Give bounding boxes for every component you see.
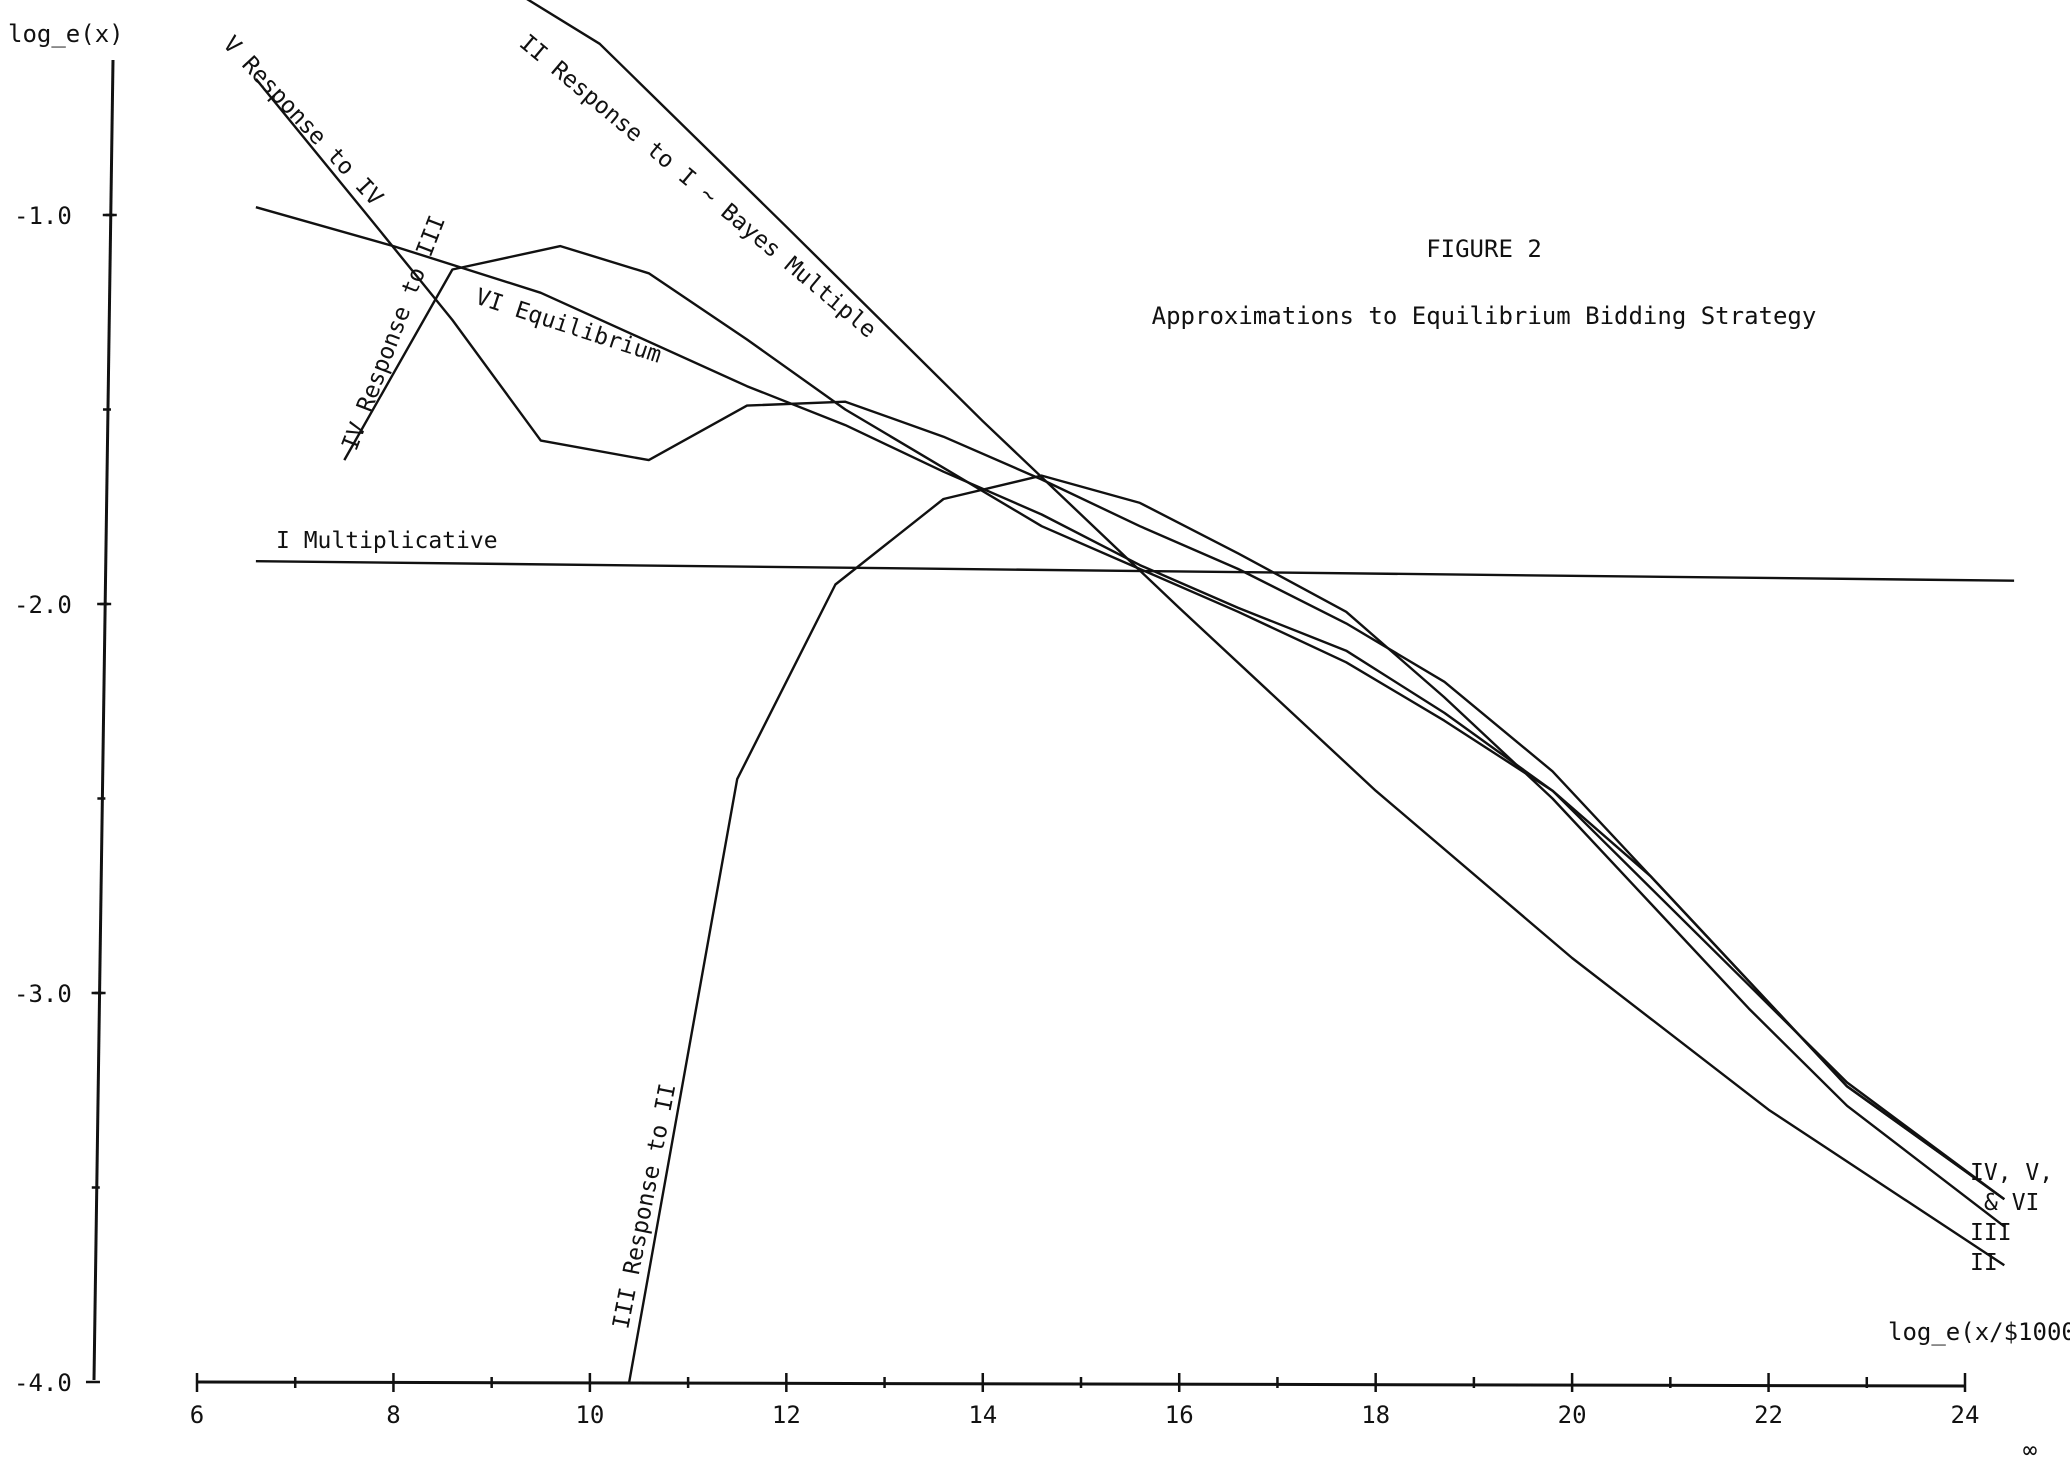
x-tick-label: 6 bbox=[190, 1401, 204, 1429]
y-tick-label: -4.0 bbox=[14, 1369, 72, 1397]
end-label-iv-v-vi: IV, V, bbox=[1970, 1160, 2053, 1186]
y-tick-label: -1.0 bbox=[14, 202, 72, 230]
series-line-3 bbox=[628, 474, 2006, 1383]
y-tick-label: -3.0 bbox=[14, 980, 72, 1008]
y-axis-ticks: -1.0 -2.0 -3.0 -4.0 bbox=[14, 202, 117, 1397]
y-axis-label: log_e(x) bbox=[8, 20, 124, 48]
y-axis-line bbox=[92, 59, 115, 1381]
series-line-2 bbox=[526, 0, 2005, 1267]
series-label-equilibrium: VI Equilibrium bbox=[472, 284, 664, 369]
x-tick-label: 20 bbox=[1558, 1401, 1587, 1429]
x-tick-label: 14 bbox=[968, 1401, 997, 1429]
x-axis-label: log_e(x/$1000) bbox=[1888, 1318, 2070, 1346]
series-line-1 bbox=[255, 560, 2015, 582]
x-tick-label: 8 bbox=[386, 1401, 400, 1429]
end-label-iii: III bbox=[1970, 1220, 2012, 1246]
x-tick-label: 16 bbox=[1165, 1401, 1194, 1429]
x-tick-label: 12 bbox=[772, 1401, 801, 1429]
series-line-6 bbox=[255, 206, 2005, 1201]
end-label-ii: II bbox=[1970, 1250, 1998, 1276]
series-line-5 bbox=[254, 78, 2005, 1201]
x-tick-label: 22 bbox=[1754, 1401, 1783, 1429]
series-label-response-to-iv: V Response to IV bbox=[218, 31, 388, 211]
chart-subtitle: Approximations to Equilibrium Bidding St… bbox=[1152, 302, 1817, 330]
x-axis-infinity-label: ∞ bbox=[2023, 1436, 2037, 1464]
series-lines bbox=[254, 0, 2015, 1383]
x-axis-ticks: 6 8 10 12 14 16 18 20 22 24 bbox=[190, 1373, 1980, 1429]
end-label-and-vi: & VI bbox=[1984, 1190, 2039, 1216]
series-line-4 bbox=[343, 244, 2006, 1201]
series-label-bayes-multiple: II Response to I ~ Bayes Multiple bbox=[514, 30, 881, 344]
y-tick-label: -2.0 bbox=[14, 591, 72, 619]
chart-title: FIGURE 2 bbox=[1426, 235, 1542, 263]
x-tick-label: 10 bbox=[575, 1401, 604, 1429]
x-tick-label: 24 bbox=[1951, 1401, 1980, 1429]
x-tick-label: 18 bbox=[1361, 1401, 1390, 1429]
series-label-multiplicative: I Multiplicative bbox=[276, 528, 498, 554]
